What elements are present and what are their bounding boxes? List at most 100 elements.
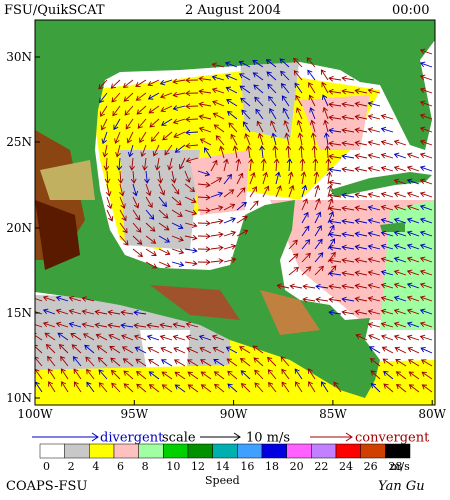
- wind-vector: [285, 145, 292, 159]
- wind-vector: [268, 95, 277, 107]
- wind-vector: [120, 322, 134, 329]
- wind-vector: [367, 283, 381, 289]
- wind-vector: [124, 105, 134, 116]
- wind-vector: [139, 131, 147, 143]
- wind-vector: [239, 346, 251, 354]
- wind-vector: [82, 333, 95, 341]
- wind-vector: [380, 191, 394, 198]
- wind-vector: [185, 129, 199, 136]
- wind-vector: [97, 357, 108, 367]
- wind-vector: [314, 184, 320, 198]
- wind-vector: [102, 144, 109, 158]
- wind-vector: [419, 191, 433, 198]
- wind-vector: [341, 192, 355, 199]
- wind-vector: [161, 384, 173, 393]
- wind-vector: [267, 83, 277, 94]
- wind-vector: [159, 79, 173, 86]
- wind-vector: [133, 309, 147, 316]
- lat-label: 10N: [6, 391, 32, 405]
- colorbar-title: Speed: [205, 474, 240, 487]
- wind-vector: [300, 171, 307, 185]
- wind-vector: [286, 158, 293, 172]
- wind-vector: [212, 346, 225, 354]
- wind-vector: [135, 358, 147, 367]
- wind-vector: [419, 61, 433, 68]
- wind-vector: [380, 204, 394, 211]
- wind-vector: [281, 381, 290, 393]
- wind-vector: [299, 158, 306, 172]
- wind-vector: [323, 119, 329, 133]
- wind-vector: [133, 322, 147, 329]
- wind-vector: [354, 270, 368, 277]
- wind-vector: [185, 90, 199, 97]
- wind-vector: [125, 118, 134, 130]
- wind-vector: [380, 139, 394, 146]
- wind-vector: [328, 127, 342, 134]
- wind-vector: [419, 139, 433, 146]
- wind-vector: [47, 355, 56, 367]
- wind-vector: [313, 171, 320, 185]
- wind-vector: [35, 356, 43, 367]
- colorbar-label: 28: [388, 460, 402, 473]
- wind-vector: [146, 322, 160, 329]
- wind-vector: [239, 357, 251, 367]
- wind-vector: [145, 261, 158, 269]
- wind-vector: [354, 205, 368, 212]
- wind-vector: [35, 321, 43, 328]
- wind-vector: [157, 170, 164, 184]
- wind-vector: [171, 248, 185, 255]
- wind-vector: [224, 61, 238, 68]
- wind-vector: [148, 384, 160, 393]
- colorbar-label: 24: [339, 460, 353, 473]
- wind-vector: [280, 83, 290, 94]
- wind-vector: [315, 283, 329, 290]
- wind-vector: [132, 183, 139, 197]
- wind-vector: [354, 114, 368, 121]
- wind-vector: [341, 231, 355, 238]
- wind-vector: [419, 295, 433, 302]
- wind-vector: [42, 308, 56, 315]
- wind-vector: [149, 118, 160, 128]
- wind-vector: [283, 119, 290, 133]
- wind-vector: [142, 157, 148, 171]
- wind-vector: [354, 192, 368, 199]
- wind-vector: [341, 114, 355, 121]
- wind-vector: [119, 222, 128, 234]
- wind-vector: [367, 192, 381, 198]
- wind-vector: [145, 196, 153, 209]
- wind-vector: [328, 140, 342, 147]
- wind-vector: [197, 246, 211, 253]
- wind-vector: [107, 309, 121, 316]
- wind-vector: [210, 231, 224, 238]
- wind-vector: [161, 371, 173, 380]
- divergent-arrow: [32, 432, 99, 442]
- wind-vector: [184, 170, 191, 183]
- wind-vector: [310, 132, 317, 146]
- wind-vector: [198, 76, 212, 82]
- wind-vector: [307, 69, 316, 81]
- wind-vector: [44, 332, 56, 341]
- lon-label: 90W: [220, 407, 248, 421]
- wind-vector: [132, 196, 140, 209]
- colorbar-box: [187, 443, 213, 459]
- wind-vector: [98, 79, 108, 90]
- wind-vector: [367, 140, 381, 146]
- wind-vector: [35, 308, 43, 315]
- wind-vector: [147, 79, 160, 87]
- wind-vector: [328, 296, 342, 303]
- wind-vector: [122, 79, 134, 88]
- wind-vector: [184, 222, 198, 228]
- scale-arrow: [200, 432, 241, 442]
- wind-vector: [419, 269, 433, 276]
- colorbar-label: 16: [240, 460, 254, 473]
- wind-vector: [197, 194, 211, 201]
- wind-vector: [324, 145, 331, 159]
- wind-vector: [298, 145, 305, 159]
- wind-vector: [393, 230, 407, 237]
- wind-vector: [369, 358, 381, 367]
- wind-vector: [341, 153, 355, 160]
- wind-vector: [197, 233, 211, 240]
- wind-vector: [419, 256, 433, 263]
- wind-vector: [133, 334, 147, 341]
